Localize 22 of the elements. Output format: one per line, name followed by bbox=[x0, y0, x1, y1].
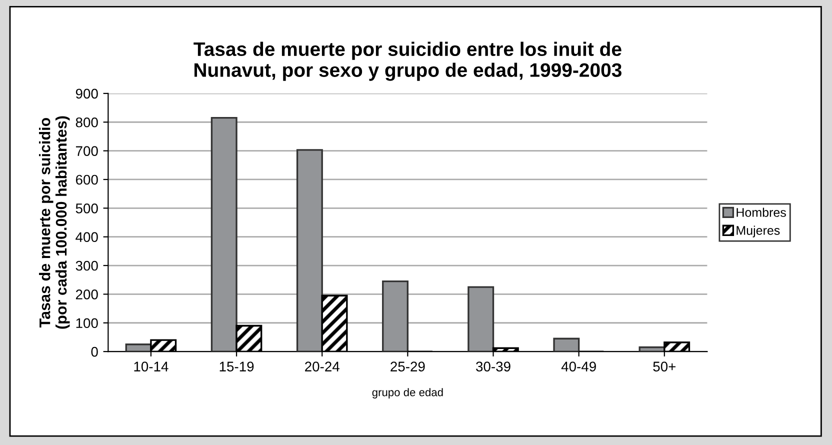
chart-title: Tasas de muerte por suicidio entre los inuit de Nunavut, por sexo y grupo de edad, 1999-2003 bbox=[194, 42, 622, 81]
y-tick-label: 800 bbox=[76, 117, 98, 128]
y-tick-label: 500 bbox=[76, 203, 98, 214]
y-axis-title: Tasas de muerte por suicidio (por cada 100.000 habitantes) bbox=[39, 116, 70, 329]
y-tick-label: 900 bbox=[76, 88, 98, 99]
y-tick-label: 0 bbox=[91, 346, 98, 357]
y-tick-label: 200 bbox=[76, 290, 98, 300]
x-tick-label: 10-14 bbox=[134, 362, 168, 372]
x-tick-label: 40-49 bbox=[561, 362, 596, 372]
y-tick-label: 300 bbox=[76, 260, 98, 271]
y-tick-label: 400 bbox=[76, 232, 98, 242]
x-axis-title: grupo de edad bbox=[372, 388, 443, 398]
x-tick-label: 25-29 bbox=[390, 362, 425, 372]
x-tick-label: 30-39 bbox=[476, 362, 510, 372]
x-tick-label: 20-24 bbox=[305, 362, 340, 372]
y-tick-label: 700 bbox=[76, 146, 98, 156]
y-tick-label: 100 bbox=[76, 318, 98, 328]
legend-label: Mujeres bbox=[736, 226, 780, 238]
y-tick-label: 600 bbox=[76, 174, 98, 185]
x-tick-label: 15-19 bbox=[220, 362, 254, 372]
legend-label: Hombres bbox=[736, 208, 786, 217]
x-tick-label: 50+ bbox=[653, 362, 676, 372]
